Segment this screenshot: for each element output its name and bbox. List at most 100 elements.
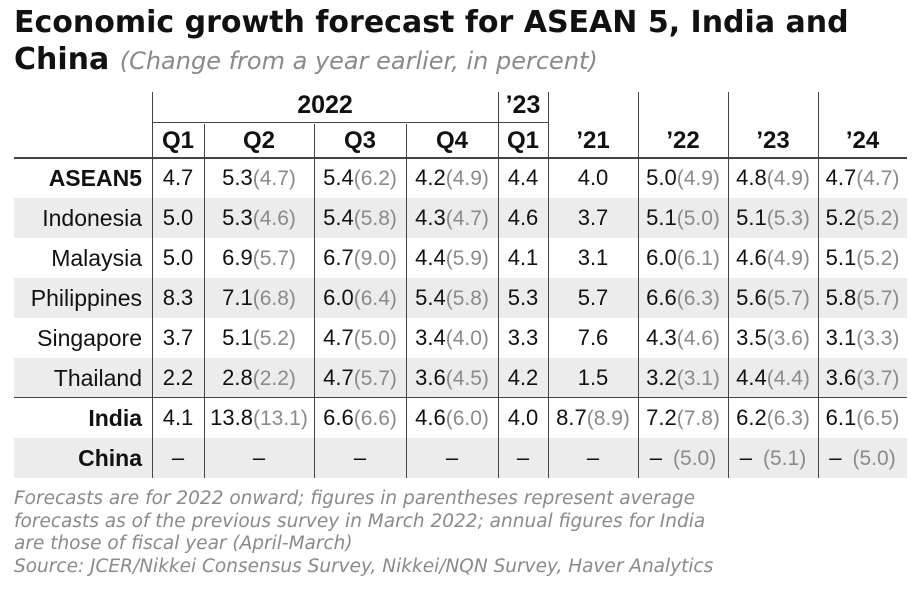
previous-forecast-value: 3.3 bbox=[856, 327, 899, 350]
forecast-value: 4.3 bbox=[646, 325, 677, 350]
forecast-value: 8.3 bbox=[162, 285, 194, 310]
forecast-value: 3.6 bbox=[825, 365, 857, 390]
table-cell: – 5.0 bbox=[638, 438, 728, 478]
forecast-value: 6.7 bbox=[323, 245, 354, 270]
forecast-value: 6.9 bbox=[222, 245, 253, 270]
table-cell: 3.7 bbox=[152, 318, 204, 358]
forecast-value: 5.4 bbox=[415, 285, 446, 310]
header-bottom-rule bbox=[14, 157, 907, 159]
row-label: Malaysia bbox=[51, 245, 142, 271]
forecast-value: 5.1 bbox=[825, 245, 857, 270]
table-cell: 3.23.1 bbox=[638, 358, 728, 398]
table-cell: 3.3 bbox=[498, 318, 548, 358]
previous-forecast-value: 8.9 bbox=[587, 407, 630, 430]
row-label: India bbox=[88, 405, 142, 431]
forecast-value: 6.0 bbox=[323, 285, 354, 310]
table-cell: 4.4 bbox=[498, 158, 548, 198]
previous-forecast-value: 6.2 bbox=[354, 167, 397, 190]
forecast-value: 1.5 bbox=[577, 365, 609, 390]
forecast-value: 4.4 bbox=[736, 365, 767, 390]
table-cell: 6.79.0 bbox=[314, 238, 406, 278]
table-cell: 4.7 bbox=[152, 158, 204, 198]
table-cell: 3.53.6 bbox=[728, 318, 818, 358]
table-cell: 6.16.5 bbox=[818, 398, 907, 438]
col-divider bbox=[818, 92, 819, 478]
previous-forecast-value: 6.8 bbox=[253, 287, 296, 310]
forecast-value: 4.2 bbox=[415, 165, 446, 190]
previous-forecast-value: 4.9 bbox=[767, 167, 810, 190]
previous-forecast-value: 3.7 bbox=[856, 367, 899, 390]
col-divider bbox=[728, 92, 729, 478]
forecast-value: 5.7 bbox=[577, 285, 609, 310]
previous-forecast-value: 6.1 bbox=[677, 247, 720, 270]
table-cell: 2.82.2 bbox=[204, 358, 314, 398]
table-cell: 4.84.9 bbox=[728, 158, 818, 198]
table-cell: 4.24.9 bbox=[406, 158, 498, 198]
forecast-value: 5.0 bbox=[646, 165, 677, 190]
forecast-value: 4.4 bbox=[415, 245, 446, 270]
table-cell: 5.3 bbox=[498, 278, 548, 318]
forecast-value: 3.3 bbox=[507, 325, 539, 350]
previous-forecast-value: 4.7 bbox=[446, 207, 489, 230]
forecast-value: – bbox=[739, 445, 753, 470]
forecast-value: 4.7 bbox=[323, 365, 354, 390]
footnote-line: are those of fiscal year (April-March) bbox=[14, 533, 353, 554]
previous-forecast-value: 5.2 bbox=[253, 327, 296, 350]
table-cell: – bbox=[204, 438, 314, 478]
table-cell: 5.34.7 bbox=[204, 158, 314, 198]
table-cell: 5.85.7 bbox=[818, 278, 907, 318]
header-q4-2022: Q4 bbox=[435, 127, 468, 154]
table-row: Singapore3.75.15.24.75.03.44.03.37.64.34… bbox=[14, 318, 907, 358]
india-top-rule bbox=[14, 397, 907, 398]
forecast-value: 4.6 bbox=[507, 205, 539, 230]
title-main: Economic growth forecast for ASEAN 5, In… bbox=[14, 5, 849, 77]
table-cell: 3.7 bbox=[548, 198, 638, 238]
row-label: Singapore bbox=[37, 325, 142, 351]
forecast-value: 5.4 bbox=[323, 165, 354, 190]
table-cell: 4.64.9 bbox=[728, 238, 818, 278]
header-year-22: ’22 bbox=[666, 127, 700, 154]
forecast-value: – bbox=[171, 445, 185, 470]
table-cell: 5.15.3 bbox=[728, 198, 818, 238]
table-cell: – 5.0 bbox=[818, 438, 907, 478]
table-cell: – 5.1 bbox=[728, 438, 818, 478]
forecast-value: 5.1 bbox=[736, 205, 767, 230]
previous-forecast-value: 5.0 bbox=[673, 447, 716, 470]
forecast-value: 5.0 bbox=[162, 245, 194, 270]
table-cell: 4.1 bbox=[498, 238, 548, 278]
table-cell: 6.66.6 bbox=[314, 398, 406, 438]
table-cell: 4.0 bbox=[498, 398, 548, 438]
previous-forecast-value: 9.0 bbox=[354, 247, 397, 270]
previous-forecast-value: 2.2 bbox=[253, 367, 296, 390]
forecast-value: 4.8 bbox=[736, 165, 767, 190]
forecast-value: – bbox=[649, 445, 663, 470]
forecast-value: 4.0 bbox=[577, 165, 609, 190]
forecast-value: 4.1 bbox=[162, 405, 194, 430]
col-divider bbox=[152, 92, 153, 478]
previous-forecast-value: 6.5 bbox=[856, 407, 899, 430]
table-cell: 5.0 bbox=[152, 198, 204, 238]
forecast-value: 3.1 bbox=[825, 325, 857, 350]
forecast-value: 5.2 bbox=[825, 205, 857, 230]
table-cell: 5.15.2 bbox=[204, 318, 314, 358]
row-label: China bbox=[78, 445, 142, 471]
previous-forecast-value: 13.1 bbox=[253, 407, 308, 430]
header-q3-2022: Q3 bbox=[343, 127, 376, 154]
forecast-value: 7.2 bbox=[646, 405, 677, 430]
forecast-value: 3.4 bbox=[415, 325, 446, 350]
forecast-value: 4.1 bbox=[507, 245, 539, 270]
forecast-value: – bbox=[252, 445, 266, 470]
previous-forecast-value: 6.0 bbox=[446, 407, 489, 430]
table-cell: 5.04.9 bbox=[638, 158, 728, 198]
forecast-value: 5.3 bbox=[222, 205, 253, 230]
row-label: Thailand bbox=[53, 365, 142, 391]
forecast-value: 6.6 bbox=[323, 405, 354, 430]
previous-forecast-value: 5.2 bbox=[856, 247, 899, 270]
previous-forecast-value: 6.3 bbox=[677, 287, 720, 310]
previous-forecast-value: 3.1 bbox=[677, 367, 720, 390]
forecast-value: 13.8 bbox=[210, 405, 253, 430]
table-cell: 5.34.6 bbox=[204, 198, 314, 238]
table-cell: 4.44.4 bbox=[728, 358, 818, 398]
forecast-value: – bbox=[829, 445, 842, 470]
previous-forecast-value: 7.8 bbox=[677, 407, 720, 430]
